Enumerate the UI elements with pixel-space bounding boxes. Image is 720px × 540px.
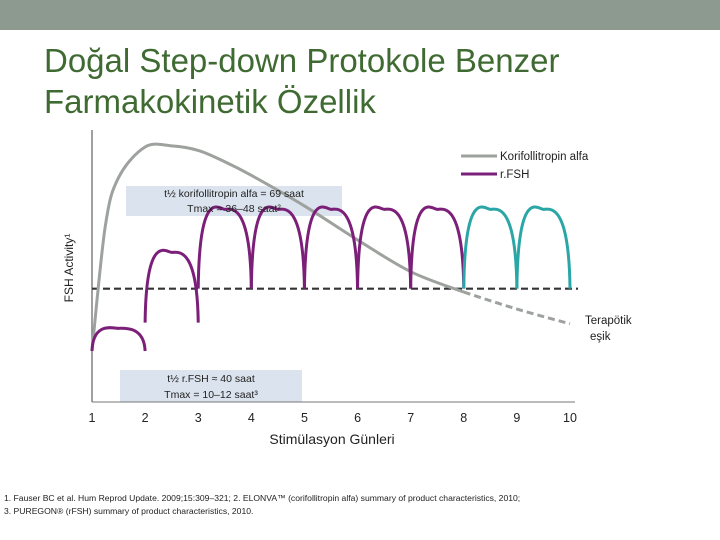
rfsh-dose-cycle-8: [462, 205, 519, 289]
footnote-line-2: 3. PUREGON® (rFSH) summary of product ch…: [4, 505, 254, 516]
annotation-box-rfsh: [120, 370, 302, 402]
legend: Korifollitropin alfa r.FSH: [461, 151, 589, 181]
series-corifollitropin-line: [90, 142, 465, 352]
x-tick-label: 8: [460, 411, 467, 425]
rfsh-dose-cycle-6: [356, 205, 413, 289]
top-bar: [0, 0, 720, 30]
rfsh-dose-cycle-2: [143, 248, 200, 323]
threshold-label-line2: eşik: [590, 331, 611, 343]
title-line-2: Farmakokinetik Özellik: [44, 83, 376, 120]
legend-label-corifollitropin: Korifollitropin alfa: [500, 151, 589, 163]
annotation-rfsh-line2: Tmax = 10–12 saat³: [164, 389, 258, 401]
x-tick-label: 3: [195, 411, 202, 425]
title-line-1: Doğal Step-down Protokole Benzer: [44, 42, 560, 79]
rfsh-dose-cycle-7: [409, 205, 466, 289]
x-tick-label: 6: [354, 411, 361, 425]
x-axis-title: Stimülasyon Günleri: [269, 431, 394, 447]
x-tick-labels: 1 2 3 4 5 6 7 8 9 10: [89, 411, 577, 425]
footnote: 1. Fauser BC et al. Hum Reprod Update. 2…: [4, 492, 716, 517]
rfsh-dose-cycle-3: [196, 205, 253, 289]
x-tick-label: 1: [89, 411, 96, 425]
x-tick-label: 4: [248, 411, 255, 425]
x-tick-label: 9: [513, 411, 520, 425]
x-tick-label: 7: [407, 411, 414, 425]
y-axis-title: FSH Activity¹: [62, 234, 76, 303]
slide-title: Doğal Step-down Protokole Benzer Farmako…: [44, 40, 684, 122]
series-rfsh-cycles: [90, 205, 572, 352]
series-corifollitropin-projection: [463, 290, 571, 326]
rfsh-dose-cycle-5: [302, 205, 360, 289]
threshold-label-line1: Terapötik: [585, 315, 632, 327]
annotation-corifollitropin-line2: Tmax = 36–48 saat²: [187, 203, 281, 215]
x-tick-label: 5: [301, 411, 308, 425]
legend-label-rfsh: r.FSH: [500, 169, 529, 181]
annotation-rfsh-line1: t½ r.FSH ≈ 40 saat: [167, 373, 255, 385]
footnote-line-1: 1. Fauser BC et al. Hum Reprod Update. 2…: [4, 493, 521, 503]
rfsh-dose-cycle-1: [90, 326, 147, 352]
x-tick-label: 2: [142, 411, 149, 425]
rfsh-dose-cycle-9: [515, 205, 572, 289]
x-tick-label: 10: [563, 411, 577, 425]
annotation-corifollitropin-line1: t½ korifollitropin alfa = 69 saat: [164, 188, 304, 200]
rfsh-dose-cycle-4: [249, 205, 306, 289]
